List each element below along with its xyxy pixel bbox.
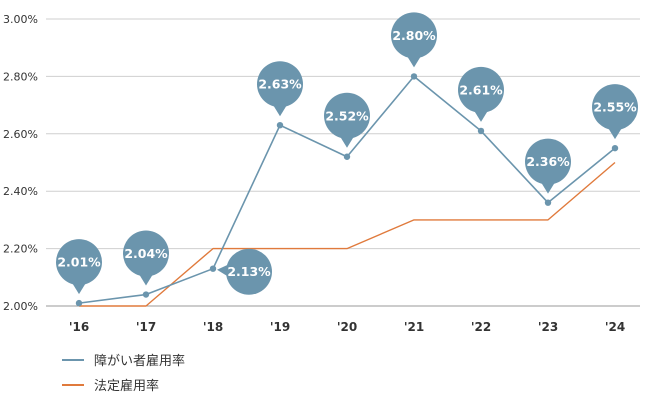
data-point: [75, 299, 83, 307]
legend-label-statutory-employment-rate: 法定雇用率: [94, 379, 160, 394]
data-label-bubble: 2.61%: [458, 66, 504, 122]
data-label-bubbles: 2.01% 2.04% 2.13% 2.63% 2.52% 2.80% 2.61% 2.36%…: [56, 12, 638, 295]
y-tick-label: 2.00%: [3, 300, 38, 313]
data-point: [477, 127, 485, 135]
y-tick-label: 2.80%: [3, 70, 38, 83]
x-axis-ticks: '16 '17 '18 '19 '20 '21 '22 '23 '24: [69, 320, 625, 334]
legend-swatch-statutory-employment-rate: [62, 383, 84, 386]
data-label: 2.04%: [124, 246, 168, 261]
series-line-statutory-employment-rate: [79, 161, 616, 307]
data-point: [276, 121, 284, 129]
data-label-bubble: 2.04%: [123, 230, 169, 286]
data-label-bubble: 2.52%: [324, 92, 370, 148]
legend-label-disability-employment-rate: 障がい者雇用率: [94, 354, 186, 369]
legend-item-disability-employment-rate: 障がい者雇用率: [62, 350, 185, 369]
data-point: [410, 73, 418, 80]
data-label: 2.36%: [526, 154, 570, 169]
x-tick-label: '17: [136, 320, 156, 334]
y-tick-label: 2.60%: [3, 128, 38, 141]
x-tick-label: '16: [69, 320, 89, 334]
data-label: 2.01%: [57, 255, 101, 270]
data-label-bubble: 2.01%: [56, 239, 102, 295]
legend-swatch-disability-employment-rate: [62, 358, 84, 361]
x-tick-label: '20: [337, 320, 357, 334]
data-point: [209, 265, 217, 272]
y-axis-ticks: 2.00% 2.20% 2.40% 2.60% 2.80% 3.00%: [3, 13, 38, 313]
y-tick-label: 2.20%: [3, 243, 38, 256]
x-tick-label: '18: [203, 320, 223, 334]
data-label: 2.13%: [227, 264, 271, 279]
legend-item-statutory-employment-rate: 法定雇用率: [62, 375, 159, 394]
data-label-bubble: 2.36%: [525, 138, 571, 194]
x-tick-label: '19: [270, 320, 290, 334]
data-label: 2.52%: [325, 108, 369, 123]
data-label: 2.63%: [258, 77, 302, 92]
data-label: 2.61%: [459, 82, 503, 97]
data-point: [142, 291, 150, 298]
y-tick-label: 3.00%: [3, 13, 38, 26]
data-label-bubble: 2.63%: [257, 61, 303, 117]
data-label-bubble: 2.13%: [217, 248, 272, 295]
x-tick-label: '22: [471, 320, 491, 334]
y-tick-label: 2.40%: [3, 185, 38, 198]
data-label-bubble: 2.55%: [592, 84, 638, 140]
data-label-bubble: 2.80%: [391, 12, 437, 68]
x-tick-label: '24: [605, 320, 625, 334]
data-point: [343, 153, 351, 160]
series-lines: [75, 73, 619, 307]
x-tick-label: '21: [404, 320, 424, 334]
data-label: 2.80%: [392, 28, 436, 43]
data-label: 2.55%: [593, 100, 637, 115]
data-point: [544, 199, 552, 206]
data-point: [611, 144, 619, 152]
x-tick-label: '23: [538, 320, 558, 334]
